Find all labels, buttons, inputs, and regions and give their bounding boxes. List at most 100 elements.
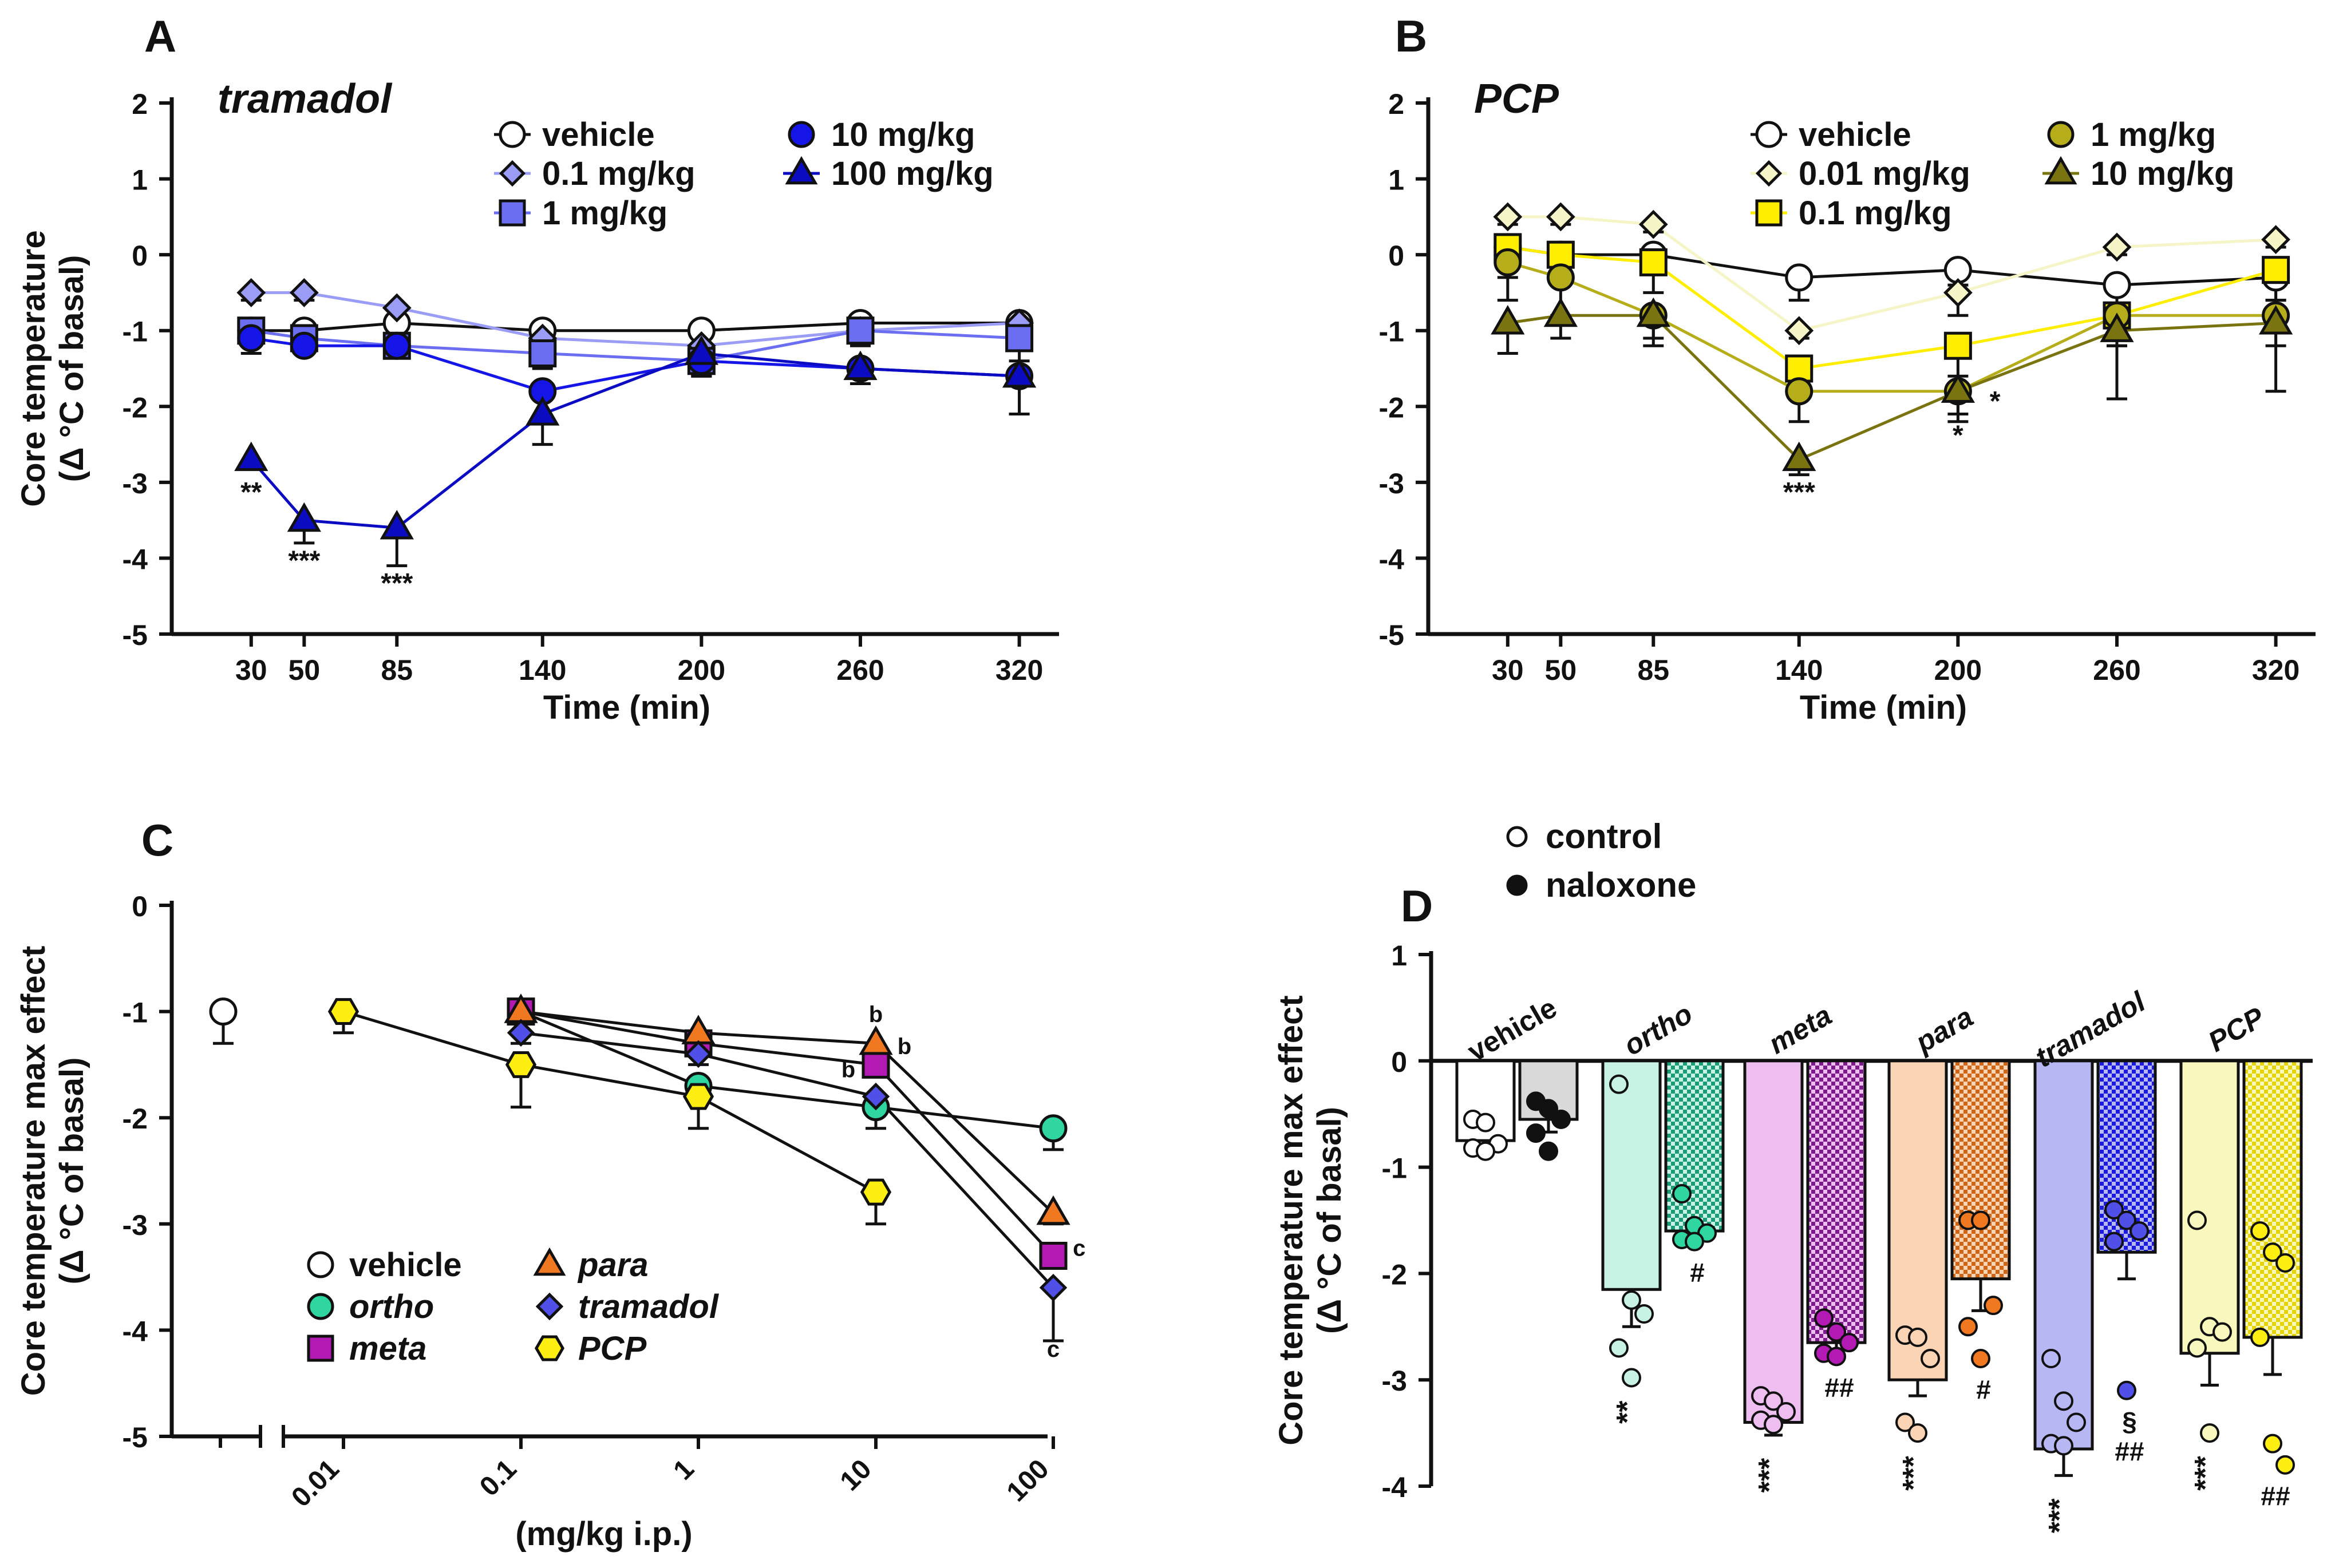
panel-b-legend-marker-4	[2044, 156, 2077, 185]
panel-b-significance-1: *	[1990, 386, 2001, 417]
panel-c-letter-annotation-2: b	[841, 1058, 855, 1083]
panel-a-point-4-1	[287, 502, 321, 532]
panel-b-point-0-3	[1785, 263, 1814, 292]
panel-d-point-naloxone-vehicle-3	[1526, 1123, 1546, 1143]
panel-d-point-naloxone-meta-4	[1827, 1347, 1846, 1367]
panel-c-legend-marker-3	[533, 1247, 566, 1276]
panel-a-y-tick-label: -5	[123, 619, 148, 651]
panel-b-point-1-6	[2261, 225, 2290, 255]
panel-a-y-tick-label: 2	[132, 88, 148, 120]
panel-letter-d: D	[1401, 881, 1433, 931]
panel-d-point-control-vehicle-1	[1476, 1112, 1495, 1133]
panel-c-point-0-3	[1039, 1114, 1068, 1143]
panel-d-point-naloxone-vehicle-4	[1539, 1141, 1558, 1161]
panel-d-point-naloxone-tramadol-3	[2104, 1232, 2124, 1252]
panel-d-point-control-tramadol-2	[2067, 1412, 2086, 1432]
panel-a-x-tick-label: 30	[235, 654, 267, 686]
panel-a-legend-label-0: vehicle	[542, 116, 655, 153]
panel-d-point-naloxone-pcp-5	[2275, 1455, 2295, 1475]
panel-a-y-tick-label: -2	[123, 391, 148, 423]
panel-d-point-control-meta-4	[1764, 1415, 1783, 1435]
panel-d-group-label-meta: meta	[1763, 999, 1837, 1060]
panel-d-bar-control-tramadol	[2033, 1059, 2094, 1451]
panel-c-point-3-2	[862, 1082, 890, 1111]
panel-b-point-4-4	[1941, 373, 1975, 403]
panel-c-y-tick-label: -5	[123, 1422, 148, 1454]
panel-c-point-4-0	[327, 998, 359, 1025]
panel-d-group-label-ortho: ortho	[1618, 997, 1698, 1062]
panel-b-point-4-3	[1782, 441, 1816, 472]
panel-c-point-4-2	[682, 1083, 714, 1110]
panel-a-legend-label-4: 100 mg/kg	[831, 155, 994, 192]
panel-c-series-line-2	[520, 1010, 1054, 1215]
panel-b-point-0-5	[2103, 271, 2131, 299]
panel-b-x-tick-label: 320	[2252, 654, 2300, 686]
panel-d-point-naloxone-para-2	[1984, 1296, 2003, 1316]
panel-a-point-1-1	[289, 278, 319, 307]
panel-d-point-control-ortho-3	[1609, 1338, 1629, 1358]
panel-d-point-naloxone-tramadol-0	[2104, 1199, 2124, 1219]
panel-d-point-control-ortho-0	[1609, 1074, 1629, 1094]
panel-d-point-control-tramadol-4	[2054, 1436, 2073, 1456]
panel-d-point-control-para-2	[1921, 1349, 1940, 1369]
panel-d-y-tick-label: -1	[1382, 1153, 1407, 1185]
panel-a-legend-label-3: 10 mg/kg	[831, 116, 975, 153]
panel-d-point-naloxone-ortho-4	[1685, 1232, 1704, 1252]
panel-b-y-tick-label: 2	[1388, 88, 1404, 120]
panel-b-x-tick-label: 30	[1492, 654, 1524, 686]
panel-c-y-tick-label: -3	[123, 1209, 148, 1241]
panel-a-legend-marker-3	[788, 121, 815, 148]
panel-c-point-1-2	[862, 1050, 890, 1079]
panel-letter-c: C	[141, 815, 173, 865]
panel-d-point-naloxone-para-1	[1971, 1210, 1990, 1230]
panel-b-series-line-0	[1507, 246, 2276, 287]
panel-b-point-2-1	[1546, 240, 1575, 269]
panel-c-letter-annotation-4: c	[1047, 1337, 1060, 1362]
panel-a-significance-1: ***	[288, 545, 320, 576]
panel-c-point-3-1	[684, 1040, 713, 1068]
panel-d-legend-marker-naloxone	[1506, 874, 1528, 896]
panel-a-series-line-1	[251, 291, 1020, 347]
panel-c-legend-label-5: PCP	[578, 1330, 647, 1367]
panel-d-point-naloxone-vehicle-2	[1551, 1109, 1571, 1129]
panel-b-legend-label-4: 10 mg/kg	[2091, 155, 2234, 192]
panel-a-legend-label-1: 0.1 mg/kg	[542, 155, 696, 192]
panel-a-y-tick-label: -1	[123, 316, 148, 348]
panel-d-point-control-para-3	[1895, 1412, 1915, 1432]
panel-d-point-naloxone-pcp-3	[2250, 1327, 2270, 1347]
panel-b-legend-label-0: vehicle	[1799, 116, 1911, 153]
panel-a-point-4-5	[843, 350, 878, 381]
panel-d-y-label: Core temperature max effect	[1273, 995, 1310, 1446]
panel-d-point-control-ortho-2	[1634, 1304, 1654, 1324]
panel-a-series-line-4	[250, 351, 1020, 529]
panel-a-point-3-2	[382, 331, 411, 360]
panel-b-legend-label-2: 0.1 mg/kg	[1799, 195, 1952, 232]
panel-c-letter-annotation-0: b	[869, 1002, 883, 1027]
panel-a-point-3-1	[290, 331, 318, 360]
panel-b-point-2-6	[2262, 256, 2290, 284]
panel-d-point-naloxone-para-3	[1958, 1317, 1978, 1337]
panel-d-point-naloxone-pcp-0	[2250, 1221, 2270, 1241]
panel-a-point-2-6	[1005, 324, 1034, 353]
panel-b-y-tick-label: -4	[1379, 543, 1405, 575]
panel-d-sig-naloxone-meta-0: ##	[1824, 1372, 1854, 1402]
panel-a-legend-marker-4	[785, 156, 818, 185]
panel-d-point-control-pcp-3	[2187, 1338, 2207, 1358]
panel-b-point-4-2	[1636, 297, 1670, 327]
panel-c-legend-marker-4	[535, 1292, 564, 1321]
panel-a-point-4-4	[684, 335, 718, 365]
panel-a-x-label: Time (min)	[543, 689, 710, 726]
panel-b-point-1-4	[1943, 278, 1973, 307]
panel-c-legend-label-2: meta	[349, 1330, 426, 1367]
panel-d-point-naloxone-tramadol-1	[2117, 1210, 2136, 1230]
panel-d-point-naloxone-meta-0	[1814, 1308, 1834, 1328]
panel-c-x-tick-label: 100	[1001, 1454, 1055, 1507]
panel-d-group-label-para: para	[1909, 1000, 1978, 1059]
panel-d-y-tick-label: 1	[1391, 940, 1407, 972]
panel-c-series-line-3	[520, 1031, 1054, 1289]
panel-a-y-tick-label: -4	[123, 543, 148, 575]
panel-a-significance-2: ***	[381, 568, 413, 599]
panel-b-significance-2: *	[1953, 421, 1963, 451]
panel-d-y-tick-label: -4	[1382, 1471, 1408, 1503]
panel-c-y-tick-label: 0	[132, 890, 148, 922]
